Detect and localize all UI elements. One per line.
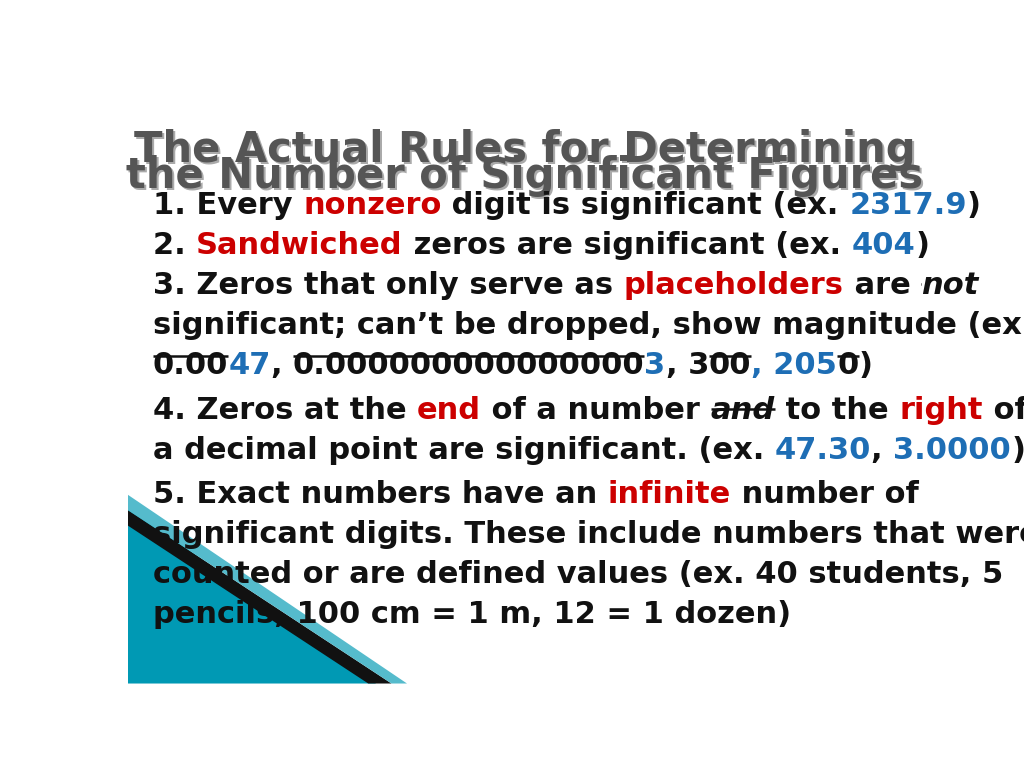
Polygon shape — [128, 506, 376, 684]
Text: significant; can’t be dropped, show magnitude (ex.: significant; can’t be dropped, show magn… — [153, 311, 1024, 340]
Text: end: end — [417, 396, 481, 425]
Text: ,: , — [871, 435, 893, 465]
Text: counted or are defined values (ex. 40 students, 5: counted or are defined values (ex. 40 st… — [153, 561, 1004, 589]
Text: 2.: 2. — [153, 230, 197, 260]
Text: infinite: infinite — [607, 480, 731, 509]
Text: the Number of Significant Figures: the Number of Significant Figures — [128, 157, 925, 199]
Text: 0.00: 0.00 — [153, 351, 228, 380]
Text: digit is significant (ex.: digit is significant (ex. — [441, 190, 850, 220]
Text: , 205: , 205 — [752, 351, 838, 380]
Text: 47.30: 47.30 — [775, 435, 871, 465]
Text: 4. Zeros at the: 4. Zeros at the — [153, 396, 417, 425]
Text: a decimal point are significant. (ex.: a decimal point are significant. (ex. — [153, 435, 775, 465]
Text: 3: 3 — [644, 351, 666, 380]
Polygon shape — [128, 495, 407, 684]
Text: 0: 0 — [838, 351, 858, 380]
Text: Sandwiched: Sandwiched — [197, 230, 402, 260]
Text: and: and — [711, 396, 775, 425]
Text: 47: 47 — [228, 351, 270, 380]
Text: nonzero: nonzero — [303, 190, 441, 220]
Polygon shape — [128, 510, 391, 684]
Text: right: right — [899, 396, 983, 425]
Text: pencils, 100 cm = 1 m, 12 = 1 dozen): pencils, 100 cm = 1 m, 12 = 1 dozen) — [153, 601, 791, 629]
Text: significant digits. These include numbers that were: significant digits. These include number… — [153, 520, 1024, 549]
Text: ,: , — [270, 351, 293, 380]
Text: of: of — [983, 396, 1024, 425]
Text: , 3: , 3 — [666, 351, 709, 380]
Text: 0.000000000000000: 0.000000000000000 — [293, 351, 644, 380]
Text: zeros are significant (ex.: zeros are significant (ex. — [402, 230, 851, 260]
Text: ): ) — [858, 351, 872, 380]
Text: not: not — [921, 271, 978, 300]
Text: 3.0000: 3.0000 — [893, 435, 1011, 465]
Text: 5. Exact numbers have an: 5. Exact numbers have an — [153, 480, 607, 509]
Text: are: are — [844, 271, 921, 300]
Text: placeholders: placeholders — [624, 271, 844, 300]
Text: The Actual Rules for Determining: The Actual Rules for Determining — [135, 131, 918, 173]
Text: to the: to the — [775, 396, 899, 425]
Text: ): ) — [967, 190, 981, 220]
Text: 404: 404 — [851, 230, 915, 260]
Text: of a number: of a number — [481, 396, 711, 425]
Text: ): ) — [1011, 435, 1024, 465]
Text: 2317.9: 2317.9 — [850, 190, 967, 220]
Text: 00: 00 — [709, 351, 752, 380]
Text: number of: number of — [731, 480, 919, 509]
Text: 3. Zeros that only serve as: 3. Zeros that only serve as — [153, 271, 624, 300]
Text: 1. Every: 1. Every — [153, 190, 303, 220]
Text: ): ) — [915, 230, 929, 260]
Text: the Number of Significant Figures: the Number of Significant Figures — [126, 155, 924, 197]
Text: The Actual Rules for Determining: The Actual Rules for Determining — [134, 129, 915, 171]
